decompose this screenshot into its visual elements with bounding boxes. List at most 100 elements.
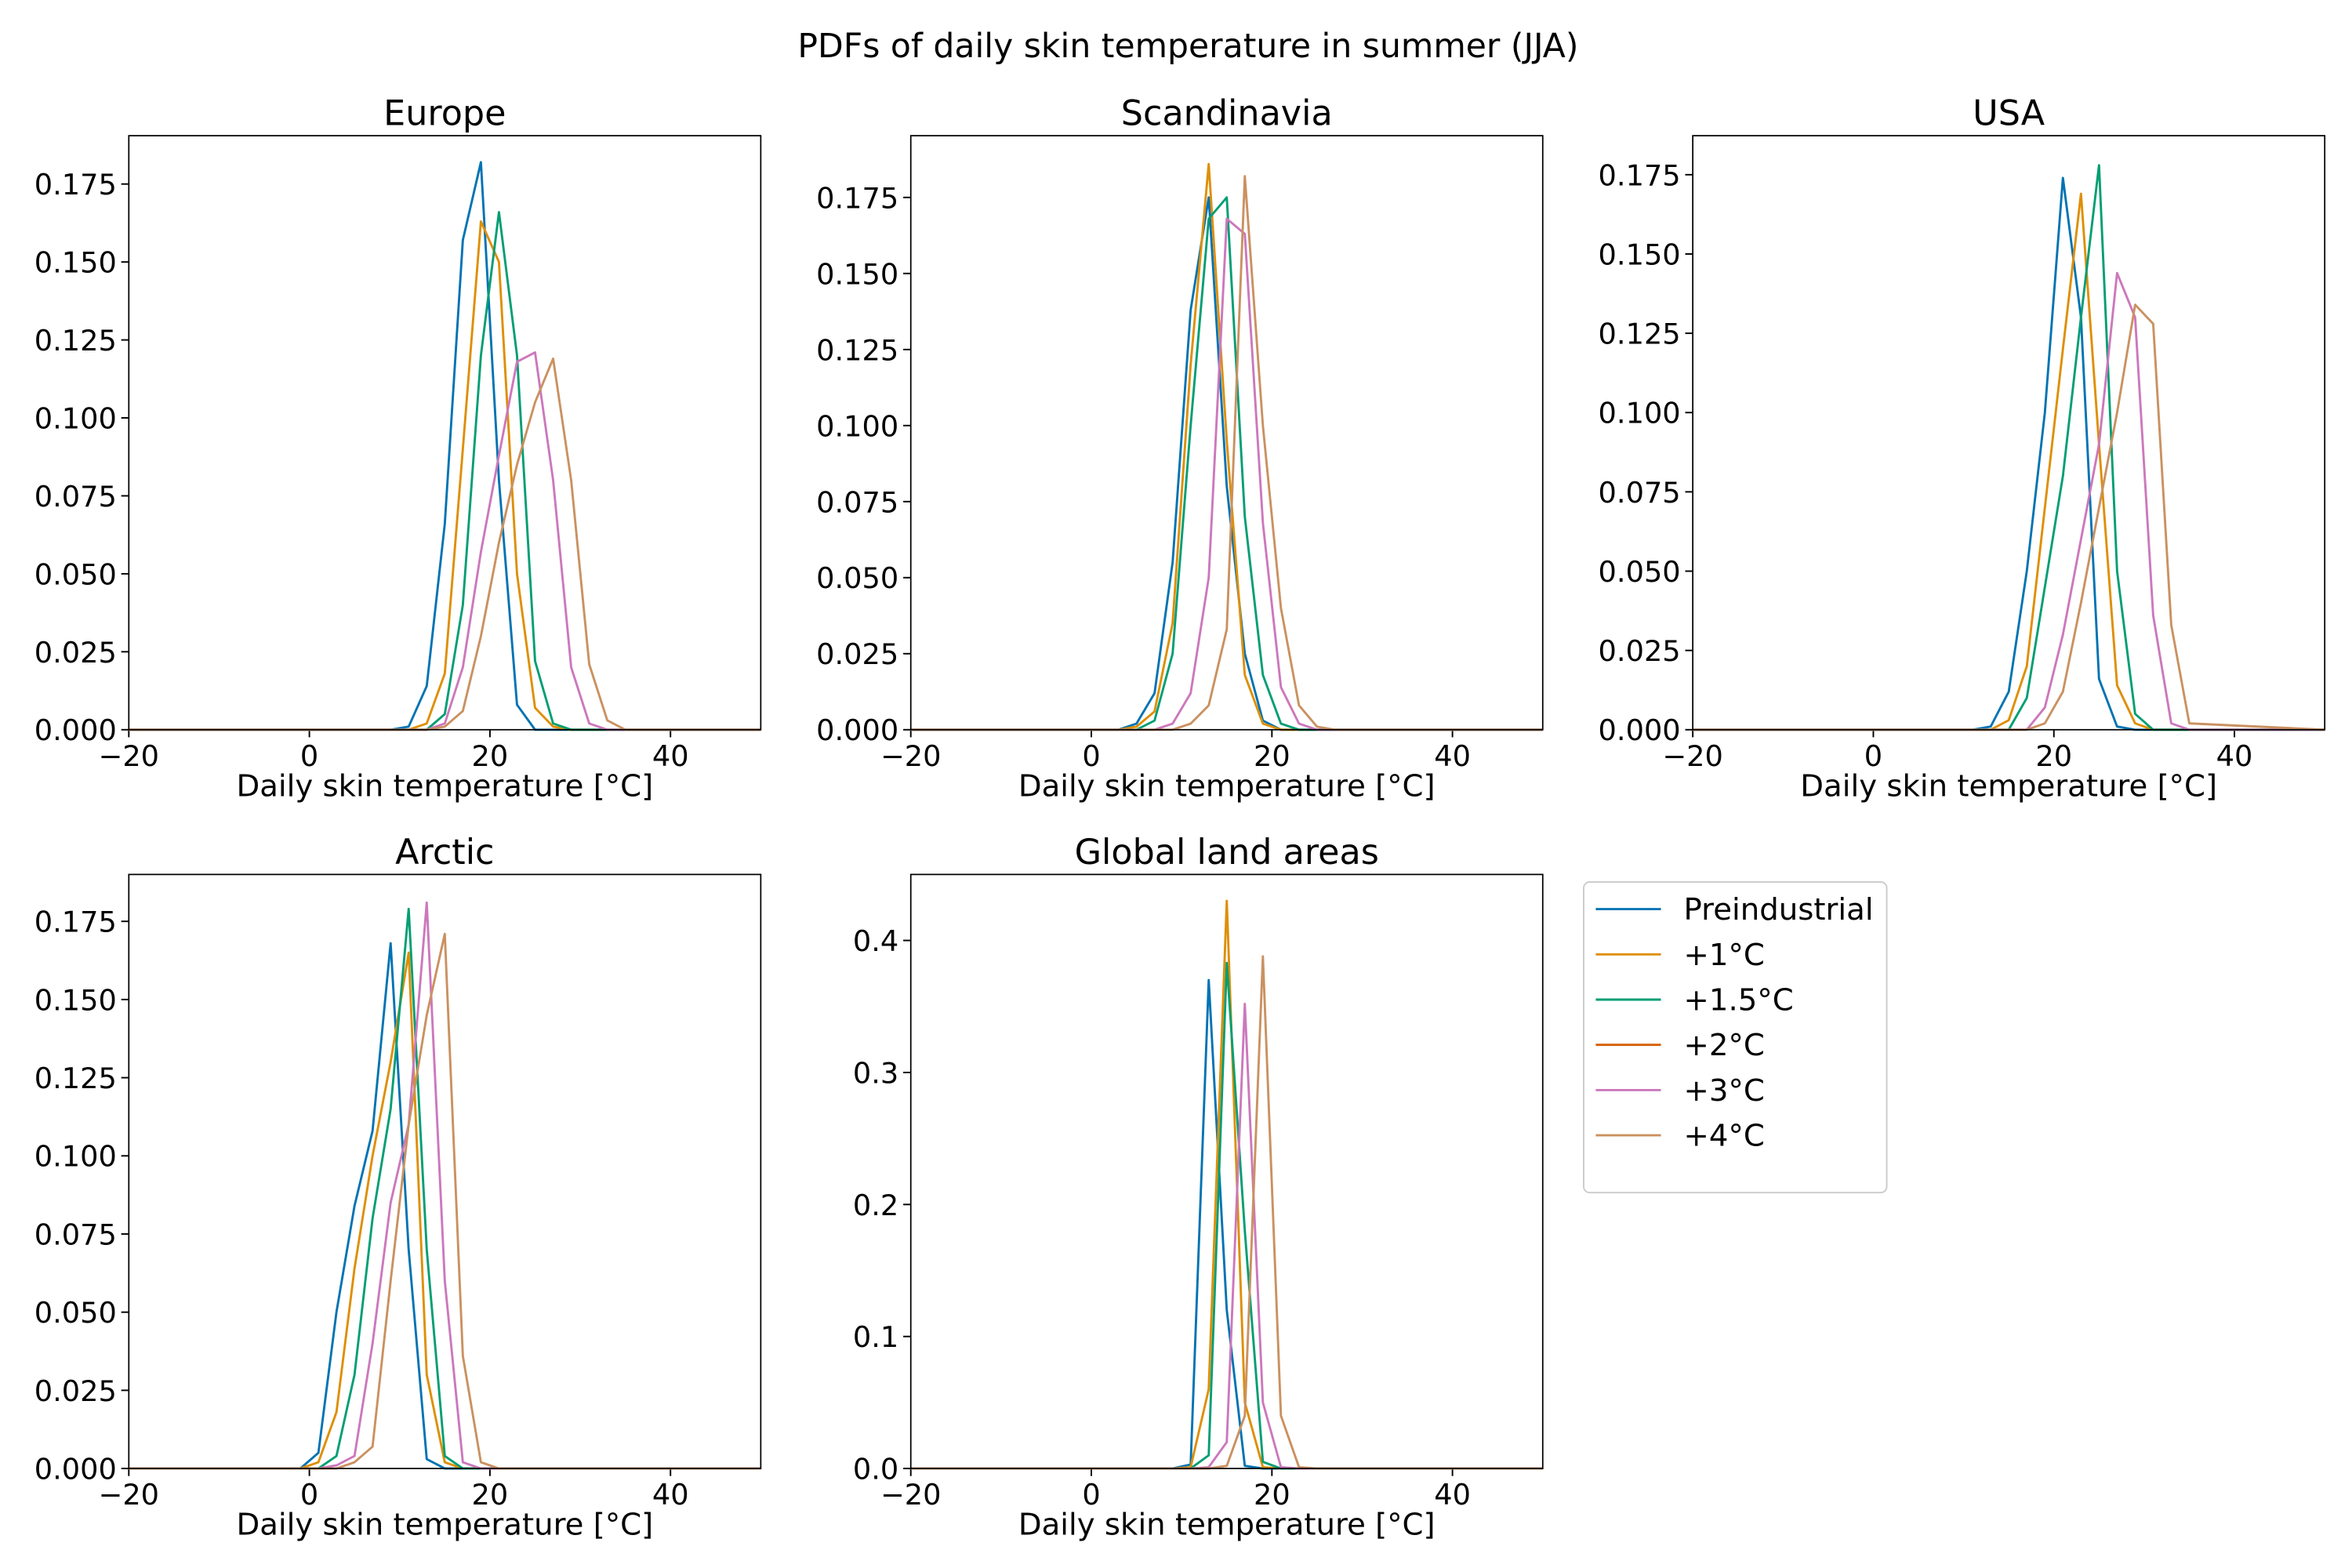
y-tick-label: 0.175: [1599, 158, 1681, 192]
series-line: [1693, 164, 2325, 731]
x-axis-label: Daily skin temperature [°C]: [236, 1508, 653, 1543]
subplot: Scandinavia Daily skin temperature [°C] 0.…: [816, 94, 1544, 804]
y-tick-label: 0.000: [34, 713, 117, 747]
subplot: Arctic Daily skin temperature [°C] 0.000 0.…: [34, 833, 762, 1543]
y-tick-label: 0.3: [853, 1056, 898, 1090]
subplot-title: Global land areas: [1075, 833, 1379, 873]
series-line: [910, 196, 1543, 731]
series-line: [910, 978, 1543, 1470]
x-axis-label: Daily skin temperature [°C]: [1018, 768, 1436, 804]
x-axis-label: Daily skin temperature [°C]: [1018, 1508, 1436, 1543]
y-tick-label: 0.000: [34, 1453, 117, 1486]
x-tick-label: 20: [2035, 739, 2072, 773]
y-tick-label: 0.000: [1599, 713, 1681, 747]
x-tick-label: 40: [2216, 739, 2253, 773]
x-tick-label: −20: [880, 739, 941, 773]
y-tick-label: 0.100: [34, 1140, 117, 1174]
legend-label: +4°C: [1684, 1119, 1765, 1154]
series-line: [1693, 303, 2325, 731]
series-line: [910, 162, 1543, 731]
subplot-title: Europe: [383, 94, 506, 134]
y-tick-label: 0.125: [34, 1062, 117, 1095]
plot-frame: [1692, 135, 2326, 731]
series-line: [129, 220, 761, 731]
x-tick-label: −20: [99, 1478, 159, 1512]
series-line: [1693, 192, 2325, 731]
series-line: [129, 907, 761, 1470]
y-tick-label: 0.175: [34, 906, 117, 939]
x-tick-label: 20: [472, 1478, 509, 1512]
series-line: [910, 1002, 1543, 1470]
y-tick-label: 0.150: [1599, 238, 1681, 272]
plot-frame: [128, 873, 762, 1469]
y-tick-label: 0.025: [1599, 634, 1681, 668]
x-tick-label: −20: [880, 1478, 941, 1512]
legend-label: +1.5°C: [1684, 983, 1794, 1018]
y-tick-label: 0.150: [816, 257, 898, 291]
y-tick-label: 0.0: [853, 1453, 898, 1486]
y-tick-label: 0.050: [816, 561, 898, 595]
series-line: [1693, 271, 2325, 731]
series-line: [910, 961, 1543, 1470]
x-tick-label: 0: [1082, 1478, 1100, 1512]
figure-title: PDFs of daily skin temperature in summer…: [797, 27, 1578, 66]
y-tick-label: 0.100: [1599, 397, 1681, 430]
plot-frame: [909, 873, 1544, 1469]
x-tick-label: 40: [652, 739, 689, 773]
y-tick-label: 0.125: [34, 324, 117, 358]
x-tick-label: 0: [1864, 739, 1882, 773]
subplot-title: Scandinavia: [1121, 94, 1333, 134]
series-line: [1693, 176, 2325, 731]
x-tick-label: −20: [1662, 739, 1722, 773]
x-tick-label: 40: [1434, 1478, 1471, 1512]
y-tick-label: 0.050: [1599, 555, 1681, 589]
series-line: [129, 932, 761, 1470]
x-tick-label: 20: [1254, 1478, 1290, 1512]
legend-label: Preindustrial: [1684, 892, 1874, 927]
x-tick-label: 40: [1434, 739, 1471, 773]
y-tick-label: 0.025: [816, 637, 898, 671]
series-line: [910, 955, 1543, 1470]
subplot: USA Daily skin temperature [°C] 0.000 0.025…: [1599, 94, 2326, 804]
y-tick-label: 0.4: [853, 924, 898, 958]
x-tick-label: −20: [99, 739, 159, 773]
series-line: [910, 196, 1543, 731]
y-tick-label: 0.1: [853, 1320, 898, 1354]
y-tick-label: 0.025: [34, 636, 117, 670]
x-tick-label: 0: [300, 739, 318, 773]
y-tick-label: 0.050: [34, 557, 117, 591]
x-axis-label: Daily skin temperature [°C]: [1800, 768, 2217, 804]
legend-box: [1583, 881, 1888, 1194]
legend-label: +3°C: [1684, 1073, 1765, 1109]
y-tick-label: 0.2: [853, 1189, 898, 1222]
y-tick-label: 0.025: [34, 1374, 117, 1408]
y-tick-label: 0.175: [816, 181, 898, 215]
subplot-title: Arctic: [395, 833, 494, 873]
subplot: Global land areas Daily skin temperature …: [853, 833, 1888, 1543]
x-tick-label: 0: [300, 1478, 318, 1512]
series-line: [129, 951, 761, 1470]
plot-frame: [128, 135, 762, 731]
y-tick-label: 0.150: [34, 246, 117, 280]
subplot-title: USA: [1973, 94, 2045, 134]
y-tick-label: 0.100: [34, 402, 117, 436]
y-tick-label: 0.050: [34, 1296, 117, 1330]
series-line: [129, 161, 761, 731]
legend-label: +1°C: [1684, 938, 1765, 973]
series-line: [129, 211, 761, 731]
plot-frame: [909, 135, 1544, 731]
y-tick-label: 0.075: [816, 485, 898, 519]
series-line: [129, 942, 761, 1470]
x-tick-label: 0: [1082, 739, 1100, 773]
y-tick-label: 0.175: [34, 168, 117, 201]
y-tick-label: 0.125: [816, 333, 898, 367]
subplot: Europe Daily skin temperature [°C] 0.000 0.…: [34, 94, 762, 804]
x-axis-label: Daily skin temperature [°C]: [236, 768, 653, 804]
y-tick-label: 0.000: [816, 713, 898, 747]
x-tick-label: 40: [652, 1478, 689, 1512]
y-tick-label: 0.150: [34, 983, 117, 1017]
x-tick-label: 20: [472, 739, 509, 773]
x-tick-label: 20: [1254, 739, 1290, 773]
